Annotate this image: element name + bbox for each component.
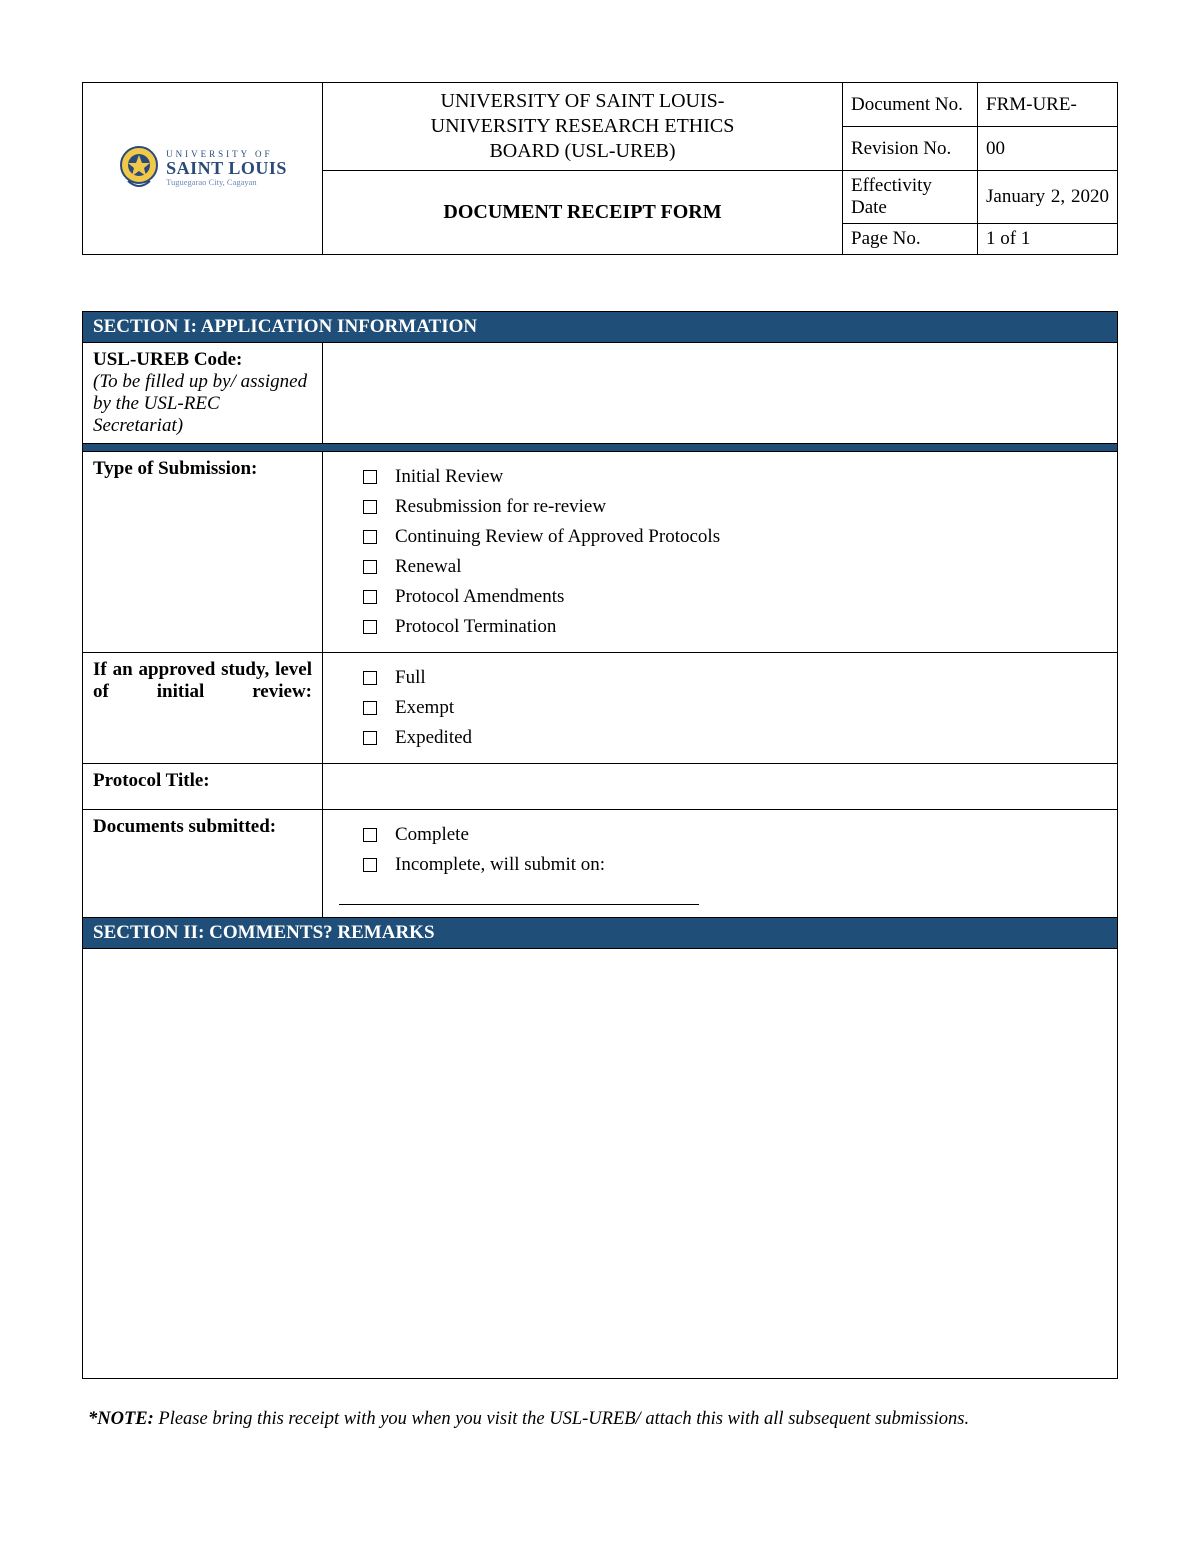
submit-date-blank[interactable] xyxy=(339,904,699,905)
docs-options-cell: Complete Incomplete, will submit on: xyxy=(323,810,1118,918)
logo-cell: UNIVERSITY OF SAINT LOUIS Tuguegarao Cit… xyxy=(83,83,323,255)
org-line2: UNIVERSITY RESEARCH ETHICS xyxy=(431,115,735,137)
checkbox-icon[interactable] xyxy=(363,858,377,872)
org-line3: BOARD (USL-UREB) xyxy=(489,140,675,162)
type-option-5: Protocol Termination xyxy=(363,616,1107,638)
checkbox-icon[interactable] xyxy=(363,731,377,745)
footnote-lead: *NOTE: xyxy=(88,1409,154,1429)
doc-no-value: FRM-URE- xyxy=(978,83,1118,127)
level-option-0: Full xyxy=(363,667,1107,689)
type-option-0: Initial Review xyxy=(363,466,1107,488)
section-divider xyxy=(83,444,1118,452)
rev-no-label: Revision No. xyxy=(843,127,978,171)
checkbox-icon[interactable] xyxy=(363,671,377,685)
type-options-cell: Initial Review Resubmission for re-revie… xyxy=(323,452,1118,653)
level-options-cell: Full Exempt Expedited xyxy=(323,653,1118,764)
checkbox-icon[interactable] xyxy=(363,828,377,842)
level-option-1: Exempt xyxy=(363,697,1107,719)
footnote-text: Please bring this receipt with you when … xyxy=(154,1409,969,1429)
protocol-title-label: Protocol Title: xyxy=(83,764,323,810)
level-checklist: Full Exempt Expedited xyxy=(333,667,1107,749)
footnote: *NOTE: Please bring this receipt with yo… xyxy=(82,1409,1118,1430)
checkbox-icon[interactable] xyxy=(363,701,377,715)
docs-checklist: Complete Incomplete, will submit on: xyxy=(333,824,1107,876)
checkbox-icon[interactable] xyxy=(363,620,377,634)
type-option-2: Continuing Review of Approved Protocols xyxy=(363,526,1107,548)
page: UNIVERSITY OF SAINT LOUIS Tuguegarao Cit… xyxy=(0,0,1200,1553)
eff-date-label: Effectivity Date xyxy=(843,171,978,224)
rev-no-value: 00 xyxy=(978,127,1118,171)
checkbox-icon[interactable] xyxy=(363,470,377,484)
level-label: If an approved study, level of initial r… xyxy=(83,653,323,764)
page-no-value: 1 of 1 xyxy=(978,224,1118,255)
header-table: UNIVERSITY OF SAINT LOUIS Tuguegarao Cit… xyxy=(82,82,1118,255)
type-option-1: Resubmission for re-review xyxy=(363,496,1107,518)
org-name-cell: UNIVERSITY OF SAINT LOUIS- UNIVERSITY RE… xyxy=(323,83,843,171)
code-note: (To be filled up by/ assigned by the USL… xyxy=(93,371,307,436)
docs-option-0: Complete xyxy=(363,824,1107,846)
form-title: DOCUMENT RECEIPT FORM xyxy=(323,171,843,255)
type-option-3: Renewal xyxy=(363,556,1107,578)
docs-option-1: Incomplete, will submit on: xyxy=(363,854,1107,876)
docs-label: Documents submitted: xyxy=(83,810,323,918)
section1-header: SECTION I: APPLICATION INFORMATION xyxy=(83,312,1118,343)
logo-line2: SAINT LOUIS xyxy=(166,159,287,177)
protocol-title-value[interactable] xyxy=(323,764,1118,810)
checkbox-icon[interactable] xyxy=(363,560,377,574)
form-table: SECTION I: APPLICATION INFORMATION USL-U… xyxy=(82,311,1118,1379)
type-option-4: Protocol Amendments xyxy=(363,586,1107,608)
type-label: Type of Submission: xyxy=(83,452,323,653)
eff-date-value: January 2, 2020 xyxy=(978,171,1118,224)
checkbox-icon[interactable] xyxy=(363,590,377,604)
code-label-cell: USL-UREB Code: (To be filled up by/ assi… xyxy=(83,343,323,444)
logo: UNIVERSITY OF SAINT LOUIS Tuguegarao Cit… xyxy=(89,145,316,193)
seal-icon xyxy=(118,145,160,193)
type-checklist: Initial Review Resubmission for re-revie… xyxy=(333,466,1107,638)
doc-no-label: Document No. xyxy=(843,83,978,127)
code-label: USL-UREB Code: xyxy=(93,349,242,370)
comments-area[interactable] xyxy=(83,949,1118,1379)
page-no-label: Page No. xyxy=(843,224,978,255)
org-line1: UNIVERSITY OF SAINT LOUIS- xyxy=(441,90,725,112)
level-option-2: Expedited xyxy=(363,727,1107,749)
logo-line3: Tuguegarao City, Cagayan xyxy=(166,178,287,187)
section2-header: SECTION II: COMMENTS? REMARKS xyxy=(83,918,1118,949)
checkbox-icon[interactable] xyxy=(363,530,377,544)
checkbox-icon[interactable] xyxy=(363,500,377,514)
code-value-cell[interactable] xyxy=(323,343,1118,444)
